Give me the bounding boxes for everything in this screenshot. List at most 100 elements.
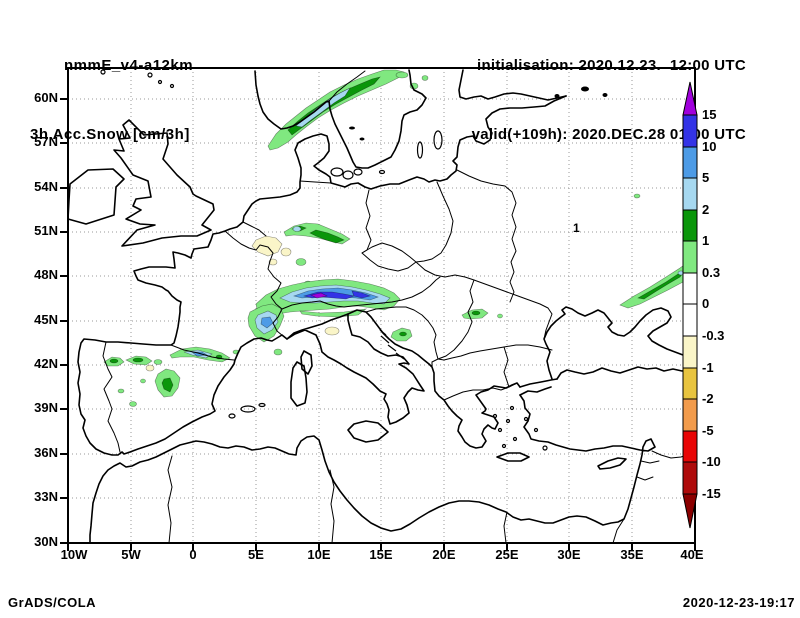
coast-baltic-continental: [77, 95, 567, 456]
melt-patch: [280, 247, 292, 257]
colorbar-seg: [682, 430, 698, 463]
snow-patch-alps-tail: [299, 308, 368, 318]
colorbar-seg: [682, 177, 698, 211]
snow-patch-germany-blue: [292, 226, 302, 232]
colorbar-label: -2: [702, 391, 714, 406]
lakes: [349, 86, 608, 141]
lon-label: 40E: [680, 547, 704, 562]
coast-croatian-islands: [379, 329, 405, 360]
colorbar-label: -10: [702, 454, 721, 469]
lat-label: 33N: [34, 489, 58, 504]
axis-ticks: [60, 98, 696, 551]
coast-crete: [496, 452, 530, 462]
colorbar-label: 0: [702, 296, 710, 311]
snow-speck: [153, 359, 163, 365]
snow-patch-norway-core2: [295, 87, 351, 128]
snow-patch-romania-core: [471, 310, 481, 316]
title-block: nmmE_v4-a12km 3h Acc.Snow [cm/3h]: [30, 8, 193, 192]
coast-britain: [113, 119, 215, 247]
snow-speck: [633, 193, 641, 199]
colorbar-label: 0.3: [702, 265, 721, 280]
coast-mediterranean-south: [89, 394, 656, 544]
lon-label: 25E: [495, 547, 519, 562]
coast-italy: [286, 313, 425, 425]
colorbar-seg: [682, 209, 698, 242]
colorbar-label: -5: [702, 423, 714, 438]
snow-speck: [140, 378, 146, 384]
coast-ireland: [67, 168, 125, 225]
colorbar-label: 5: [702, 170, 710, 185]
coast-finland: [458, 69, 567, 101]
map-contour-annotation: 1: [573, 221, 580, 235]
coast-cyprus: [597, 457, 627, 470]
snow-patch-iberia-central-core: [161, 377, 174, 393]
lon-label: 15E: [369, 547, 393, 562]
snow-speck: [273, 348, 283, 356]
snow-speck: [117, 388, 125, 394]
colorbar-label: -0.3: [702, 328, 725, 343]
lat-label: 39N: [34, 400, 58, 415]
colorbar-seg: [682, 272, 698, 305]
lon-label: 10E: [307, 547, 331, 562]
colorbar-seg: [682, 303, 698, 337]
coast-sicily: [347, 420, 389, 443]
lat-label: 51N: [34, 223, 58, 238]
colorbar-label: 10: [702, 139, 717, 154]
colorbar-label: 2: [702, 202, 710, 217]
snow-shading: [103, 69, 696, 407]
snow-patch-croatia-core: [399, 331, 407, 337]
coastlines: [67, 69, 696, 544]
snow-speck: [395, 71, 409, 79]
coast-adriatic-balkan: [347, 309, 521, 449]
snow-patch-alps-purple: [310, 292, 328, 299]
lat-label: 36N: [34, 445, 58, 460]
lon-label: 30E: [557, 547, 581, 562]
colorbar: [682, 81, 698, 529]
country-borders: [102, 70, 696, 544]
snow-speck: [421, 75, 429, 81]
snow-patch-fralps-mblue: [260, 316, 274, 329]
lon-label: 10W: [60, 547, 88, 562]
colorbar-seg: [682, 367, 698, 400]
coast-marmara: [519, 378, 558, 396]
snow-patch-cantabria1-core: [109, 358, 119, 364]
lon-label: 20E: [432, 547, 456, 562]
colorbar-seg: [682, 240, 698, 274]
lat-label: 45N: [34, 312, 58, 327]
graticule: [68, 68, 695, 543]
coast-blacksea: [543, 306, 696, 380]
colorbar-seg: [682, 335, 698, 369]
coast-small-islands: [100, 69, 548, 451]
snow-patch-alps-dblue2: [351, 290, 372, 299]
melt-patch-po: [324, 326, 340, 336]
lon-label: 35E: [620, 547, 644, 562]
init-time: initialisation: 2020.12.23. 12:00 UTC: [476, 57, 746, 74]
colorbar-seg: [682, 398, 698, 432]
melt-patch: [268, 258, 278, 266]
lat-label: 57N: [34, 134, 58, 149]
coast-corsica: [300, 350, 313, 375]
grads-credit: GrADS/COLA: [8, 595, 97, 610]
field-title: 3h Acc.Snow [cm/3h]: [30, 126, 190, 143]
lat-label: 30N: [34, 534, 58, 549]
snow-patch-cantabria2-core: [132, 357, 144, 363]
snow-patch-norway-core1: [287, 76, 381, 136]
colorbar-label: -15: [702, 486, 721, 501]
colorbar-label: 1: [702, 233, 710, 248]
creation-timestamp: 2020-12-23-19:17: [682, 595, 795, 610]
model-title: nmmE_v4-a12km: [64, 57, 194, 74]
lat-label: 42N: [34, 356, 58, 371]
colorbar-cap-bottom: [682, 493, 698, 529]
lon-label: 0: [189, 547, 197, 562]
lat-label: 48N: [34, 267, 58, 282]
lat-label: 60N: [34, 90, 58, 105]
lat-label: 54N: [34, 179, 58, 194]
snow-patch-norway: [267, 69, 405, 151]
melt-patch-germany: [251, 235, 283, 257]
time-block: initialisation: 2020.12.23. 12:00 UTC va…: [472, 8, 746, 192]
valid-time: valid(+109h): 2020.DEC.28 01:00 UTC: [471, 126, 746, 143]
snow-speck: [295, 258, 307, 266]
snow-speck: [129, 401, 137, 407]
snow-patch-germany-core: [309, 229, 345, 244]
